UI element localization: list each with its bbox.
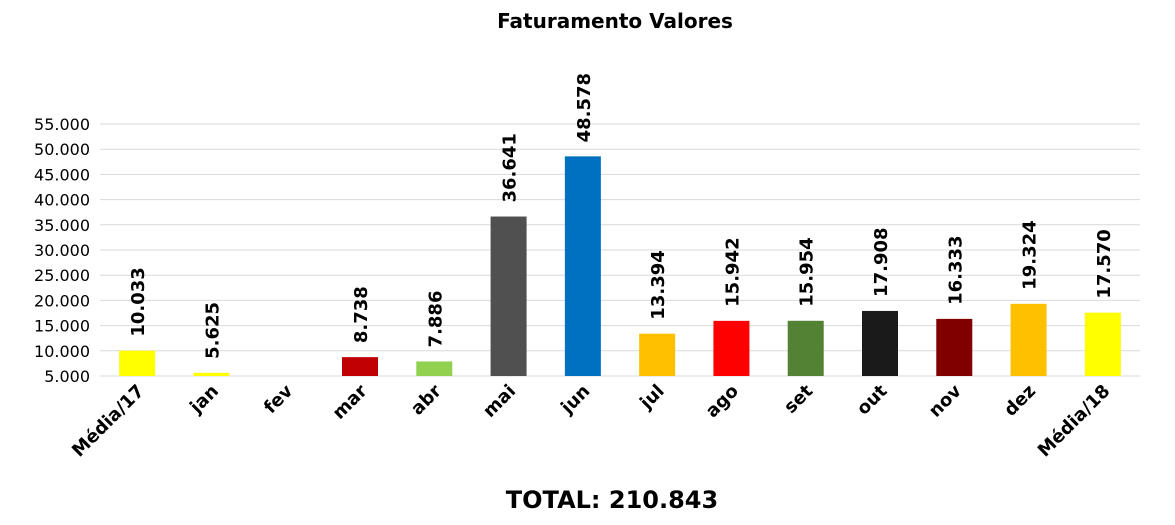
bar [639, 333, 676, 376]
y-tick-label: 55.000 [34, 115, 90, 134]
y-tick-label: 50.000 [34, 140, 90, 159]
x-tick-label: ago [702, 381, 743, 422]
x-tick-label: abr [407, 381, 446, 420]
x-tick-label: set [780, 380, 817, 417]
bar [862, 310, 898, 376]
bar [342, 357, 378, 376]
x-tick-label: mar [329, 381, 372, 424]
bar [564, 156, 601, 376]
x-tick-label: dez [1000, 381, 1040, 421]
bar [490, 216, 527, 376]
x-tick-label: mai [479, 381, 520, 422]
data-label: 15.954 [797, 237, 818, 306]
data-label: 19.324 [1020, 220, 1041, 289]
chart-title: Faturamento Valores [497, 9, 733, 33]
bar [119, 350, 156, 376]
data-label: 10.033 [128, 267, 149, 336]
data-label: 13.394 [648, 250, 669, 319]
bar [936, 318, 973, 376]
x-tick-label: jul [635, 381, 668, 414]
data-label: 16.333 [945, 235, 966, 304]
bar [787, 320, 824, 376]
y-tick-label: 45.000 [34, 165, 90, 184]
bar [416, 361, 453, 376]
x-tick-label: jun [556, 381, 594, 419]
data-label: 5.625 [202, 302, 223, 359]
x-tick-label: Média/18 [1034, 381, 1115, 462]
data-label: 48.578 [574, 73, 595, 142]
y-tick-label: 20.000 [34, 291, 90, 310]
y-tick-label: 25.000 [34, 266, 90, 285]
x-tick-label: jan [185, 381, 223, 419]
x-tick-label: out [853, 380, 892, 419]
y-tick-label: 15.000 [34, 317, 90, 336]
total-annotation: TOTAL: 210.843 [506, 486, 718, 514]
data-label: 8.738 [351, 286, 372, 343]
x-tick-label: nov [925, 381, 966, 422]
bar [193, 372, 230, 376]
data-label: 36.641 [500, 133, 521, 202]
y-tick-label: 10.000 [34, 342, 90, 361]
x-tick-label: Média/17 [68, 381, 149, 462]
data-label: 15.942 [722, 237, 743, 306]
data-label: 17.908 [871, 227, 892, 296]
data-label: 17.570 [1094, 229, 1115, 298]
bar [713, 320, 750, 376]
y-tick-label: 30.000 [34, 241, 90, 260]
bar [1084, 312, 1121, 376]
y-tick-label: 5.000 [44, 367, 90, 386]
x-tick-label: fev [260, 381, 298, 419]
bar [1010, 303, 1047, 376]
y-tick-label: 40.000 [34, 191, 90, 210]
data-label: 7.886 [425, 291, 446, 348]
y-tick-label: 35.000 [34, 216, 90, 235]
